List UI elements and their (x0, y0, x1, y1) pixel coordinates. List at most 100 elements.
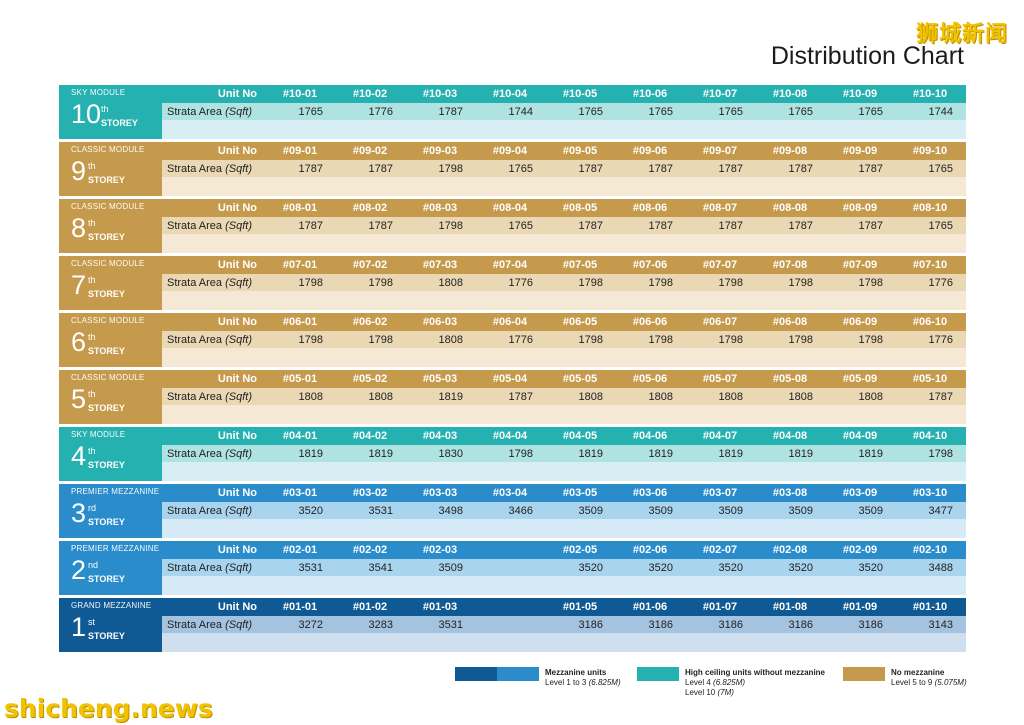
strata-area-cell: 3509 (858, 504, 883, 517)
unit-no-cell: #06-07 (702, 316, 738, 328)
strata-area-cell: 1787 (788, 219, 813, 232)
module-name: GRAND MEZZANINE (71, 601, 152, 610)
storey-number: 6 (71, 327, 87, 357)
storey-number: 5 (71, 384, 87, 414)
unit-no-cell: #09-10 (912, 145, 948, 157)
strata-area-cell: 1787 (928, 390, 953, 403)
strata-area-cell: 1765 (508, 162, 533, 175)
strata-area-cell: 3488 (928, 561, 953, 574)
strata-area-cell: 1798 (648, 333, 673, 346)
storey-word: STOREY (88, 175, 125, 185)
strata-area-row: Strata Area (Sqft) 3272 3283 3531 3186 3186 31… (162, 616, 966, 633)
strata-area-label: Strata Area (Sqft) (162, 163, 265, 175)
strata-area-cell: 1798 (718, 333, 743, 346)
strata-area-cell: 3509 (648, 504, 673, 517)
strata-area-cell: 3520 (648, 561, 673, 574)
strata-area-cell: 1808 (648, 390, 673, 403)
strata-area-cell: 3272 (298, 618, 323, 631)
legend-swatch-grand (455, 667, 497, 681)
unit-no-cell: #10-06 (632, 88, 668, 100)
strata-area-label-main: Strata Area (167, 333, 223, 346)
unit-no-row: Unit No #01-01 #01-02 #01-03 #01-05 #01-06 #01… (162, 598, 966, 616)
storey-number: 1 (71, 612, 87, 642)
strata-area-cell: 3541 (368, 561, 393, 574)
strata-area-label-unit: (Sqft) (225, 390, 253, 403)
unit-no-cell: #06-08 (772, 316, 808, 328)
legend-swatch-sky (637, 667, 679, 681)
strata-area-label-unit: (Sqft) (225, 162, 253, 175)
unit-no-cell: #03-01 (282, 487, 318, 499)
unit-no-label: Unit No (217, 259, 257, 271)
unit-no-label: Unit No (217, 601, 257, 613)
strata-area-cell: 1808 (718, 390, 743, 403)
strata-area-label: Strata Area (Sqft) (162, 277, 265, 289)
unit-no-cell: #06-06 (632, 316, 668, 328)
spacer-row (162, 177, 966, 196)
strata-area-cell: 1798 (578, 276, 603, 289)
strata-area-label-unit: (Sqft) (225, 219, 253, 232)
strata-area-cell: 1787 (578, 219, 603, 232)
module-name: SKY MODULE (71, 430, 126, 439)
storey-number: 2 (71, 555, 87, 585)
strata-area-cell: 1765 (858, 105, 883, 118)
unit-no-cell: #02-09 (842, 544, 878, 556)
strata-area-label: Strata Area (Sqft) (162, 505, 265, 517)
unit-no-cell: #10-04 (492, 88, 528, 100)
unit-no-cell: #02-02 (352, 544, 388, 556)
storey-ordinal-suffix: th (88, 389, 96, 399)
spacer-row (162, 633, 966, 652)
strata-area-cell: 3477 (928, 504, 953, 517)
strata-area-cell: 1798 (298, 333, 323, 346)
unit-no-cell: #01-07 (702, 601, 738, 613)
unit-no-cell: #05-03 (422, 373, 458, 385)
strata-area-cell: 1798 (648, 276, 673, 289)
legend-high-ceiling-text: High ceiling units without mezzanine Lev… (685, 668, 826, 697)
page-title: Distribution Chart (770, 42, 964, 70)
spacer-row (162, 291, 966, 310)
unit-no-cell: #03-05 (562, 487, 598, 499)
strata-area-label: Strata Area (Sqft) (162, 334, 265, 346)
unit-no-cell: #03-08 (772, 487, 808, 499)
strata-area-cell: 1765 (788, 105, 813, 118)
strata-area-cell: 1819 (438, 390, 463, 403)
strata-area-cell: 1798 (858, 276, 883, 289)
strata-area-cell: 1787 (438, 105, 463, 118)
strata-area-cell: 1808 (578, 390, 603, 403)
module-name: CLASSIC MODULE (71, 259, 145, 268)
strata-area-cell: 1808 (858, 390, 883, 403)
unit-no-label: Unit No (217, 544, 257, 556)
unit-no-cell: #06-10 (912, 316, 948, 328)
unit-no-cell: #04-10 (912, 430, 948, 442)
strata-area-cell: 1787 (508, 390, 533, 403)
strata-area-cell: 1819 (858, 447, 883, 460)
strata-area-cell: 1819 (298, 447, 323, 460)
unit-no-cell: #03-06 (632, 487, 668, 499)
unit-no-cell: #08-07 (702, 202, 738, 214)
strata-area-cell: 1787 (858, 219, 883, 232)
spacer-row (162, 462, 966, 481)
strata-area-label-main: Strata Area (167, 504, 223, 517)
storey-word: STOREY (88, 574, 125, 584)
strata-area-label-unit: (Sqft) (225, 276, 253, 289)
storey-number: 10 (71, 99, 102, 129)
strata-area-cell: 1830 (438, 447, 463, 460)
strata-area-cell: 3531 (298, 561, 323, 574)
unit-no-cell: #10-09 (842, 88, 878, 100)
strata-area-label: Strata Area (Sqft) (162, 391, 265, 403)
unit-no-cell: #05-10 (912, 373, 948, 385)
unit-no-cell: #10-10 (912, 88, 948, 100)
strata-area-label-unit: (Sqft) (225, 504, 253, 517)
storey-number: 8 (71, 213, 87, 243)
strata-area-cell: 1808 (788, 390, 813, 403)
strata-area-row: Strata Area (Sqft) 3520 3531 3498 3466 3509 35… (162, 502, 966, 519)
storey-number: 7 (71, 270, 87, 300)
strata-area-cell: 3466 (508, 504, 533, 517)
strata-area-cell: 1787 (368, 162, 393, 175)
strata-area-cell: 1776 (928, 276, 953, 289)
strata-area-label: Strata Area (Sqft) (162, 106, 265, 118)
